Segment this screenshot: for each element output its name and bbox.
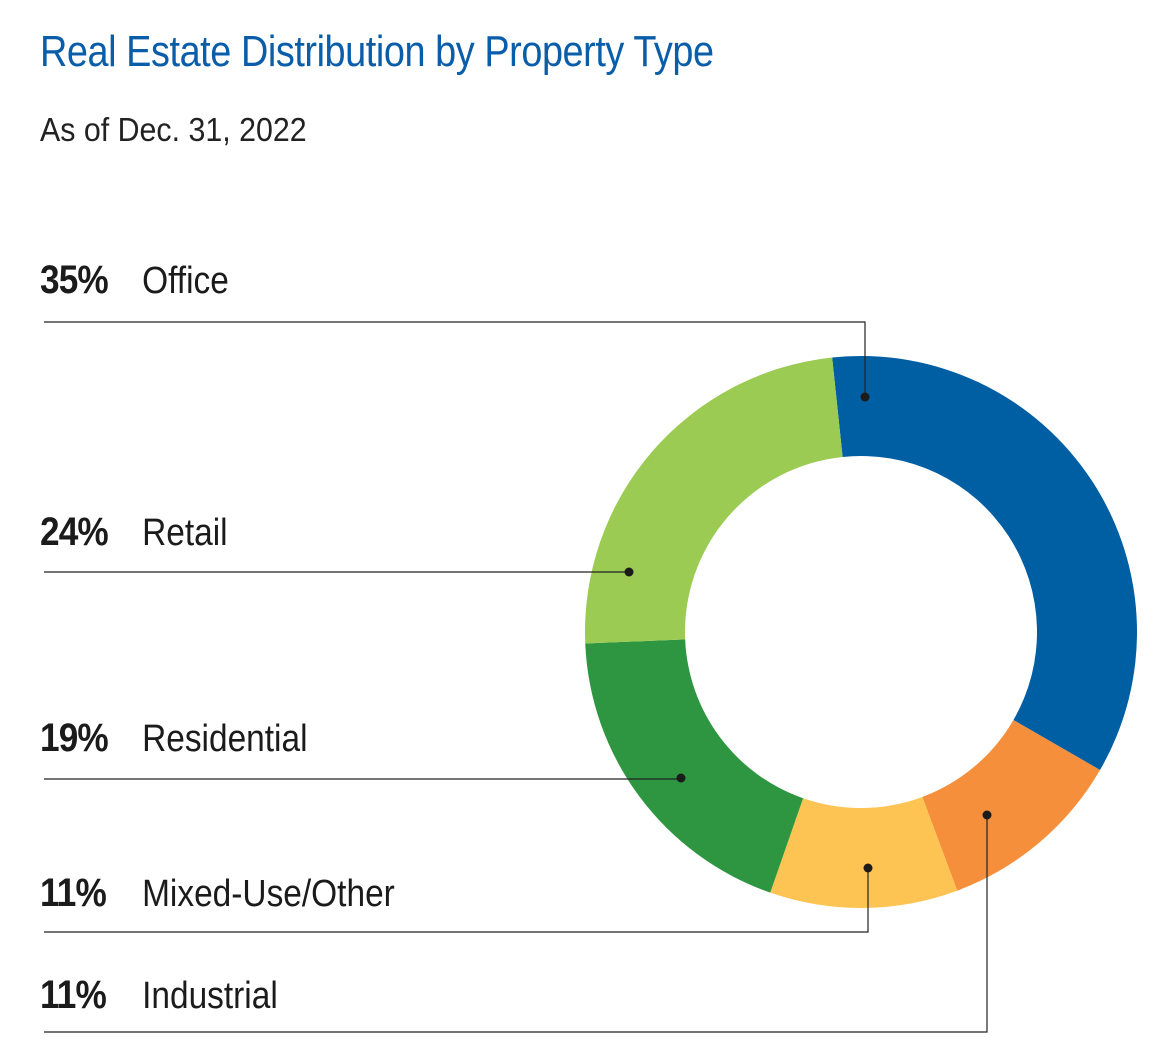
legend-item-retail: 24% Retail [40,510,228,555]
leader-line-mixed-use [44,868,869,933]
legend-item-industrial: 11% Industrial [40,973,278,1018]
slice-residential [585,639,804,893]
legend-percent-industrial: 11% [40,973,107,1017]
legend-item-residential: 19% Residential [40,716,308,761]
leader-line-industrial [44,815,988,1033]
chart-subtitle: As of Dec. 31, 2022 [40,111,307,148]
legend-percent-office: 35% [40,258,109,302]
chart-title: Real Estate Distribution by Property Typ… [40,27,714,76]
leader-lines [44,321,992,1033]
leader-dot-retail [624,567,634,577]
leader-dot-office [860,392,870,402]
leader-dot-industrial [982,810,992,820]
slice-industrial [922,720,1101,891]
legend-item-mixed-use: 11% Mixed-Use/Other [40,871,395,916]
slice-mixed-use-other [770,796,958,908]
leader-dot-mixed-use [863,863,873,873]
legend-percent-retail: 24% [40,510,109,554]
legend-name-residential: Residential [142,718,308,760]
slice-office [832,356,1138,770]
legend-percent-mixed-use: 11% [40,871,107,915]
donut-slices [585,356,1138,908]
leader-line-office [44,321,866,397]
legend-percent-residential: 19% [40,716,109,760]
leader-dot-residential [676,773,686,783]
slice-retail [585,357,843,644]
legend-name-office: Office [142,260,229,302]
legend-name-retail: Retail [142,512,228,554]
legend-item-office: 35% Office [40,258,229,303]
legend-name-industrial: Industrial [142,975,278,1017]
legend-name-mixed-use: Mixed-Use/Other [142,873,395,915]
